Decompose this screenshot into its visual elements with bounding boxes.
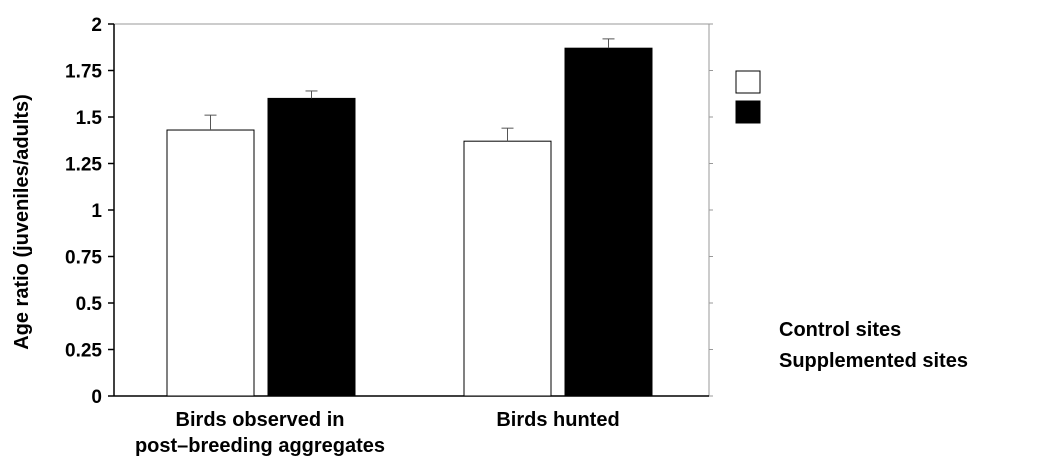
y-tick-label: 0.25	[65, 341, 102, 362]
y-tick-label: 1	[91, 201, 102, 222]
y-tick-label: 2	[91, 15, 102, 36]
x-category-label: Birds observed in	[176, 409, 345, 431]
legend-label-supplemented: Supplemented sites	[779, 350, 968, 372]
y-tick-label: 1.5	[76, 108, 103, 129]
x-category-label: post–breeding aggregates	[135, 435, 385, 457]
bar-control-0	[166, 129, 255, 397]
bar-supplemented-0	[267, 97, 356, 397]
y-tick-label: 0.5	[76, 294, 103, 315]
y-tick-label: 0.75	[65, 248, 102, 269]
bars	[166, 38, 653, 397]
y-axis-ticks: 0 0.25 0.5 0.75 1 1.25 1.5 1.75 2	[65, 15, 713, 408]
legend: Control sites Supplemented sites	[735, 70, 968, 372]
legend-swatch-control	[735, 70, 761, 94]
bar-supplemented-1	[564, 47, 653, 397]
y-tick-label: 1.75	[65, 62, 102, 83]
y-tick-label: 0	[91, 387, 102, 408]
y-tick-label: 1.25	[65, 155, 102, 176]
y-axis-title: Age ratio (juveniles/adults)	[11, 94, 33, 350]
category-labels: Birds observed in post–breeding aggregate…	[135, 409, 620, 457]
legend-label-control: Control sites	[779, 319, 901, 341]
legend-swatch-supplemented	[735, 100, 761, 124]
x-category-label: Birds hunted	[496, 409, 619, 431]
bar-control-1	[463, 140, 552, 397]
